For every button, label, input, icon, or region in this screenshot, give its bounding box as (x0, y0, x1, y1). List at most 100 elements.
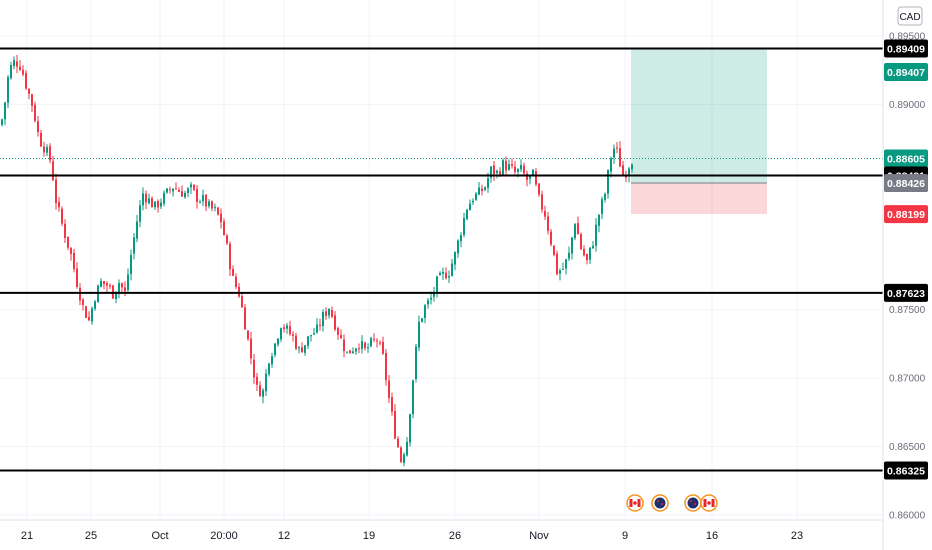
candle-down (43, 146, 45, 153)
candle-down (391, 397, 393, 412)
candle-up (133, 237, 135, 254)
candle-down (505, 160, 507, 171)
candle-up (118, 283, 120, 293)
candle-up (469, 203, 471, 211)
long-position-tool[interactable] (631, 48, 767, 215)
candle-down (205, 194, 207, 207)
profit-zone[interactable] (631, 48, 767, 184)
candle-up (439, 273, 441, 276)
candle-up (463, 218, 465, 235)
economic-events[interactable] (626, 494, 718, 512)
candle-up (316, 324, 318, 333)
price-tag-entry: 0.88426 (884, 174, 928, 193)
candle-up (568, 252, 570, 259)
candle-up (313, 333, 315, 335)
candle-up (589, 247, 591, 260)
candle-down (511, 164, 513, 166)
candle-down (103, 281, 105, 284)
candle-down (547, 216, 549, 231)
candle-down (211, 201, 213, 209)
time-tick-label: 25 (85, 530, 97, 542)
candle-up (10, 65, 12, 79)
time-tick-label: 26 (449, 530, 461, 542)
time-tick-label: Oct (151, 530, 168, 542)
candle-up (199, 201, 201, 203)
candle-down (382, 341, 384, 354)
candle-up (610, 158, 612, 172)
time-tick-label: Nov (529, 530, 549, 542)
candle-up (490, 166, 492, 178)
candle-up (532, 169, 534, 176)
candle-up (127, 274, 129, 291)
candle-up (517, 168, 519, 172)
candle-up (406, 441, 408, 456)
canada-flag-icon[interactable] (626, 494, 644, 512)
candle-down (253, 359, 255, 378)
currency-label: CAD (899, 12, 920, 23)
candle-up (559, 270, 561, 274)
new-zealand-flag-icon[interactable] (651, 494, 669, 512)
candle-down (556, 253, 558, 275)
candle-up (304, 345, 306, 353)
candle-up (478, 187, 480, 195)
candle-up (142, 193, 144, 206)
currency-badge[interactable]: CAD (897, 6, 923, 26)
candle-down (295, 335, 297, 349)
candle-down (337, 328, 339, 335)
candle-up (484, 187, 486, 190)
candle-down (244, 307, 246, 330)
candle-down (541, 194, 543, 210)
candle-up (457, 240, 459, 254)
candle-up (607, 170, 609, 194)
candle-up (166, 188, 168, 193)
time-tick-label: 21 (21, 530, 33, 542)
candle-up (187, 188, 189, 193)
candle-up (367, 347, 369, 349)
candle-up (280, 328, 282, 340)
new-zealand-flag-icon[interactable] (684, 494, 702, 512)
support-resistance-lines[interactable] (0, 47, 883, 472)
candle-up (454, 252, 456, 265)
candle-down (52, 161, 54, 181)
price-tag-label: 0.88426 (887, 178, 925, 190)
candle-up (472, 200, 474, 203)
canada-flag-icon[interactable] (700, 494, 718, 512)
candle-down (238, 286, 240, 297)
candle-up (262, 390, 264, 397)
candle-down (223, 221, 225, 236)
stop-loss-zone[interactable] (631, 183, 767, 215)
candle-down (73, 252, 75, 270)
price-axis[interactable]: 0.89500 0.89000 0.87500 0.87000 0.86500 0.860… (889, 32, 926, 522)
candle-down (250, 338, 252, 359)
time-tick-label: 23 (791, 530, 803, 542)
candle-up (184, 192, 186, 198)
candle-down (259, 385, 261, 397)
candle-down (106, 283, 108, 286)
candle-up (277, 338, 279, 345)
candle-down (229, 243, 231, 270)
price-tick-label: 0.89500 (889, 32, 926, 43)
candle-up (346, 351, 348, 353)
candle-down (526, 173, 528, 180)
candle-up (208, 201, 210, 207)
candle-up (595, 224, 597, 246)
time-axis[interactable]: 21 25 Oct 20:00 12 19 26 Nov 9 16 23 (21, 530, 803, 542)
candle-down (19, 66, 21, 70)
candle-up (46, 147, 48, 153)
candle-down (544, 210, 546, 217)
candle-down (580, 234, 582, 250)
candle-down (445, 272, 447, 279)
candle-down (553, 245, 555, 255)
candle-down (583, 248, 585, 256)
candle-up (1, 119, 3, 125)
candle-down (169, 189, 171, 191)
candle-down (550, 231, 552, 245)
candle-up (442, 271, 444, 274)
candle-down (181, 191, 183, 197)
candle-up (628, 168, 630, 177)
candle-down (334, 315, 336, 330)
candle-down (49, 146, 51, 161)
candle-down (220, 213, 222, 223)
price-tag-label: 0.87623 (887, 288, 925, 300)
